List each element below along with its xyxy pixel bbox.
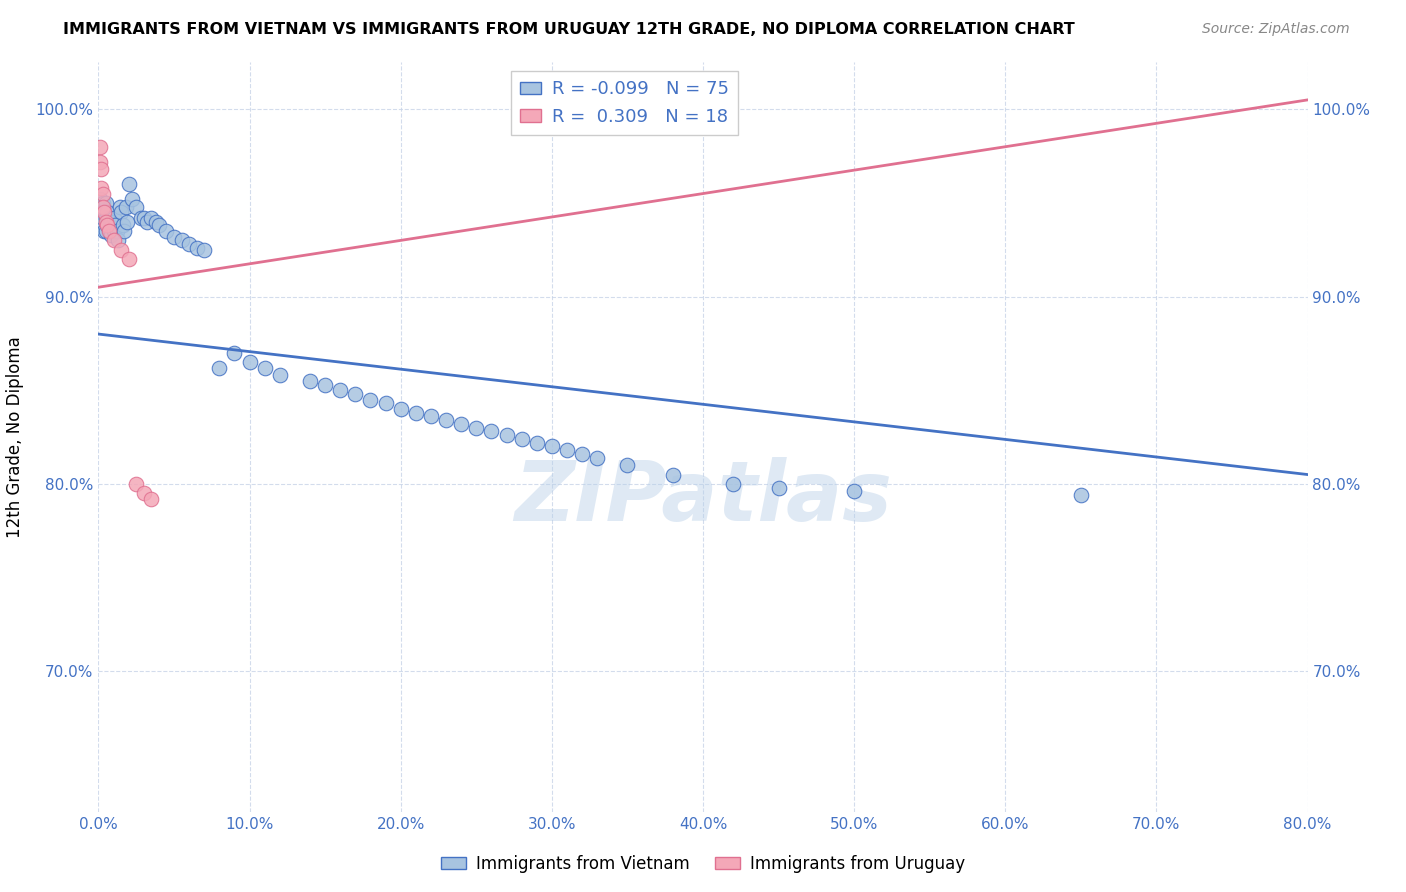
Legend: R = -0.099   N = 75, R =  0.309   N = 18: R = -0.099 N = 75, R = 0.309 N = 18 — [510, 71, 738, 135]
Point — [299, 374, 322, 388]
Point — [125, 200, 148, 214]
Point — [108, 200, 131, 214]
Point — [89, 139, 111, 153]
Point — [110, 243, 132, 257]
Point — [163, 229, 186, 244]
Point — [94, 224, 117, 238]
Point — [193, 243, 215, 257]
Point — [100, 227, 122, 242]
Point — [661, 467, 683, 482]
Point — [253, 360, 276, 375]
Point — [389, 401, 412, 416]
Point — [571, 447, 593, 461]
Point — [723, 476, 745, 491]
Point — [96, 219, 118, 233]
Point — [510, 432, 533, 446]
Point — [103, 211, 125, 225]
Point — [239, 355, 262, 369]
Point — [145, 214, 167, 228]
Point — [103, 224, 125, 238]
Y-axis label: 12th Grade, No Diploma: 12th Grade, No Diploma — [7, 336, 24, 538]
Point — [101, 219, 124, 233]
Point — [170, 233, 193, 247]
Point — [93, 224, 115, 238]
Point — [344, 387, 367, 401]
Point — [112, 224, 135, 238]
Point — [89, 192, 111, 206]
Point — [129, 211, 152, 225]
Text: Source: ZipAtlas.com: Source: ZipAtlas.com — [1202, 22, 1350, 37]
Point — [269, 368, 291, 383]
Point — [118, 177, 141, 191]
Point — [314, 377, 336, 392]
Point — [90, 214, 112, 228]
Point — [94, 211, 117, 225]
Point — [114, 200, 136, 214]
Legend: Immigrants from Vietnam, Immigrants from Uruguay: Immigrants from Vietnam, Immigrants from… — [434, 848, 972, 880]
Point — [481, 425, 503, 439]
Point — [374, 396, 396, 410]
Point — [91, 186, 114, 201]
Point — [616, 458, 638, 472]
Point — [208, 360, 231, 375]
Point — [104, 219, 127, 233]
Point — [844, 484, 866, 499]
Point — [155, 224, 177, 238]
Point — [450, 417, 472, 431]
Point — [360, 392, 382, 407]
Point — [98, 211, 121, 225]
Point — [100, 214, 122, 228]
Point — [115, 214, 138, 228]
Point — [132, 211, 155, 225]
Point — [94, 214, 117, 228]
Point — [132, 486, 155, 500]
Point — [91, 195, 114, 210]
Point — [586, 450, 609, 465]
Text: IMMIGRANTS FROM VIETNAM VS IMMIGRANTS FROM URUGUAY 12TH GRADE, NO DIPLOMA CORREL: IMMIGRANTS FROM VIETNAM VS IMMIGRANTS FR… — [63, 22, 1076, 37]
Point — [103, 233, 125, 247]
Point — [94, 195, 117, 210]
Point — [540, 439, 562, 453]
Point — [148, 219, 170, 233]
Point — [420, 409, 443, 424]
Point — [135, 214, 157, 228]
Point — [555, 443, 578, 458]
Point — [329, 383, 352, 397]
Point — [111, 219, 134, 233]
Point — [91, 211, 114, 225]
Point — [616, 106, 638, 120]
Point — [121, 192, 143, 206]
Text: ZIPatlas: ZIPatlas — [515, 457, 891, 538]
Point — [179, 237, 201, 252]
Point — [526, 435, 548, 450]
Point — [107, 233, 129, 247]
Point — [90, 200, 112, 214]
Point — [96, 205, 118, 219]
Point — [141, 491, 163, 506]
Point — [768, 481, 790, 495]
Point — [224, 345, 246, 359]
Point — [91, 200, 114, 214]
Point — [89, 154, 111, 169]
Point — [98, 222, 121, 236]
Point — [555, 112, 578, 126]
Point — [93, 203, 115, 218]
Point — [118, 252, 141, 266]
Point — [93, 205, 115, 219]
Point — [105, 224, 128, 238]
Point — [110, 205, 132, 219]
Point — [90, 162, 112, 177]
Point — [1070, 488, 1092, 502]
Point — [495, 428, 517, 442]
Point — [89, 205, 111, 219]
Point — [434, 413, 457, 427]
Point — [405, 406, 427, 420]
Point — [90, 181, 112, 195]
Point — [125, 476, 148, 491]
Point — [98, 224, 121, 238]
Point — [96, 219, 118, 233]
Point — [141, 211, 163, 225]
Point — [186, 241, 208, 255]
Point — [465, 420, 488, 434]
